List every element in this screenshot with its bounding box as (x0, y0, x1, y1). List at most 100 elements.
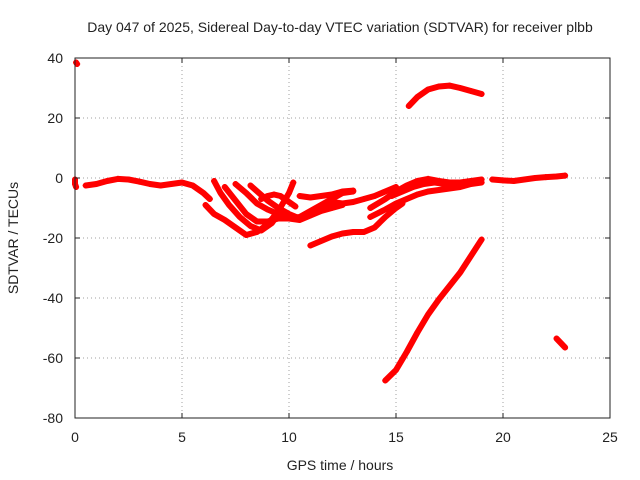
data-point (202, 202, 209, 208)
data-point (217, 190, 224, 196)
x-tick-label: 5 (178, 429, 186, 445)
data-point (435, 296, 442, 303)
data-point (431, 179, 438, 186)
grid-layer (75, 58, 610, 418)
data-point (253, 200, 260, 207)
data-point (467, 88, 474, 94)
data-point (236, 214, 243, 220)
data-point (264, 193, 271, 199)
data-point (350, 229, 357, 235)
data-point (277, 193, 284, 199)
data-point (232, 224, 239, 231)
data-point (367, 214, 374, 220)
data-point (328, 191, 335, 198)
data-point (403, 196, 410, 202)
data-point (292, 203, 299, 210)
data-point (510, 178, 517, 184)
data-point (253, 218, 260, 225)
data-point (393, 200, 399, 207)
data-point (382, 196, 389, 202)
data-point (425, 188, 432, 195)
series-trace (202, 179, 297, 238)
data-point (290, 179, 297, 186)
data-point (446, 82, 453, 89)
data-point (350, 199, 357, 205)
data-point (532, 175, 539, 181)
data-point (318, 238, 325, 244)
data-point (553, 335, 560, 342)
data-point (271, 191, 278, 198)
data-point (211, 211, 218, 217)
data-point (414, 329, 421, 336)
data-point (157, 182, 164, 189)
data-point (371, 193, 378, 199)
series-baseline-right (489, 172, 569, 184)
data-point (307, 194, 314, 201)
series-arc-g (296, 187, 357, 201)
data-point (168, 181, 175, 187)
x-tick-label: 0 (71, 429, 79, 445)
data-point (258, 196, 265, 202)
data-point (258, 227, 265, 234)
series-arc-k (388, 179, 470, 199)
data-point (206, 196, 213, 202)
data-point (467, 253, 474, 259)
data-point (388, 193, 395, 199)
data-point (542, 174, 549, 181)
data-point (562, 344, 569, 351)
data-point (414, 191, 421, 198)
data-point (350, 187, 357, 194)
data-point (521, 176, 528, 183)
data-point (425, 311, 432, 318)
data-point (296, 215, 303, 222)
data-point (442, 181, 449, 187)
data-point (221, 184, 228, 190)
data-point (382, 188, 389, 195)
data-point (256, 190, 263, 196)
data-point (286, 211, 292, 217)
data-point (221, 217, 228, 223)
data-point (73, 184, 80, 190)
data-point (403, 349, 410, 355)
data-point (232, 181, 239, 187)
data-point (425, 86, 432, 93)
data-point (339, 200, 346, 207)
data-point (367, 205, 374, 211)
data-point (125, 176, 132, 183)
data-point (478, 236, 485, 243)
chart-title: Day 047 of 2025, Sidereal Day-to-day VTE… (87, 19, 593, 35)
data-point (328, 199, 335, 205)
data-point (360, 229, 367, 235)
data-point (382, 214, 389, 220)
data-point (211, 178, 218, 184)
data-point (414, 94, 421, 100)
data-point (307, 242, 314, 249)
data-point (435, 83, 442, 90)
data-point (247, 223, 254, 229)
data-point (435, 187, 442, 193)
data-point (275, 211, 282, 217)
data-point (146, 181, 153, 187)
data-point (382, 206, 389, 213)
data-point (478, 176, 485, 183)
data-point (82, 182, 89, 189)
data-point (382, 377, 389, 384)
data-point (457, 269, 464, 276)
x-tick-label: 10 (281, 429, 297, 445)
data-point (371, 224, 378, 231)
series-trace (382, 236, 485, 384)
y-tick-label: 40 (47, 50, 63, 66)
series-arc-e (247, 182, 399, 222)
data-point (339, 230, 346, 237)
data-point (264, 206, 271, 213)
data-point (393, 367, 399, 373)
data-point (104, 178, 111, 184)
data-point (189, 182, 196, 189)
data-point (296, 193, 303, 199)
data-point (247, 182, 254, 189)
data-point (463, 179, 470, 186)
data-point (410, 184, 417, 190)
x-axis-label: GPS time / hours (287, 457, 394, 473)
data-point (360, 196, 367, 202)
series-descending-line (382, 236, 485, 384)
